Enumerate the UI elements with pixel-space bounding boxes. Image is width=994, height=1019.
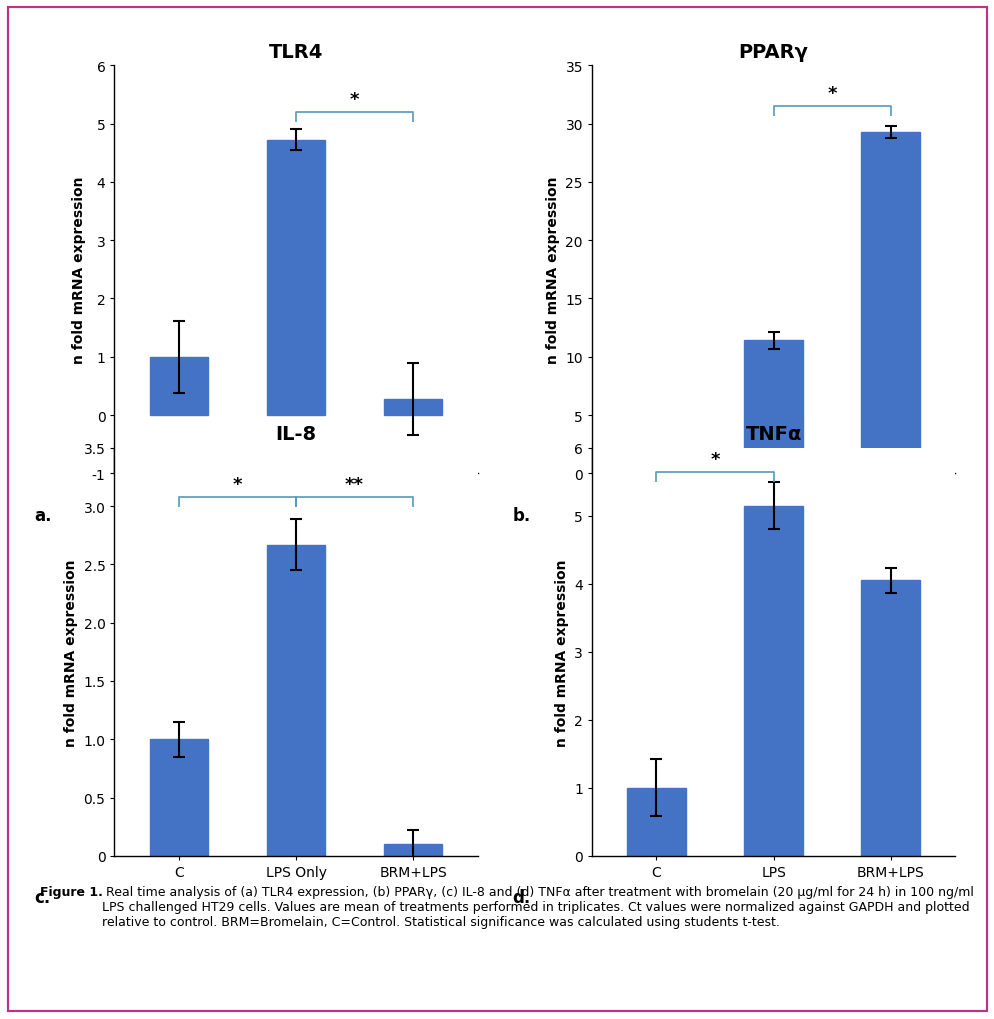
- Bar: [149, 740, 208, 856]
- Y-axis label: n fold mRNA expression: n fold mRNA expression: [64, 558, 78, 746]
- Text: Real time analysis of (a) TLR4 expression, (b) PPARγ, (c) IL-8 and (d) TNFα afte: Real time analysis of (a) TLR4 expressio…: [102, 884, 973, 928]
- Bar: [861, 581, 919, 856]
- Text: d.: d.: [512, 889, 530, 907]
- Text: *: *: [350, 91, 359, 109]
- Title: PPARγ: PPARγ: [738, 43, 808, 62]
- Bar: [626, 788, 685, 856]
- Bar: [626, 463, 685, 474]
- Text: c.: c.: [35, 889, 51, 907]
- Text: Figure 1.: Figure 1.: [40, 884, 102, 898]
- Text: a.: a.: [35, 506, 52, 525]
- Bar: [266, 545, 325, 856]
- Bar: [149, 358, 208, 416]
- Text: **: **: [345, 475, 364, 493]
- Text: *: *: [710, 450, 719, 468]
- Text: *: *: [233, 475, 242, 493]
- Y-axis label: n fold mRNA expression: n fold mRNA expression: [546, 176, 560, 364]
- Title: TLR4: TLR4: [268, 43, 323, 62]
- Y-axis label: n fold mRNA expression: n fold mRNA expression: [72, 176, 86, 364]
- Bar: [266, 141, 325, 416]
- Title: IL-8: IL-8: [275, 425, 316, 444]
- Bar: [384, 399, 442, 416]
- Bar: [861, 132, 919, 474]
- Title: TNFα: TNFα: [745, 425, 801, 444]
- Y-axis label: n fold mRNA expression: n fold mRNA expression: [554, 558, 568, 746]
- Text: b.: b.: [512, 506, 530, 525]
- Bar: [384, 845, 442, 856]
- Bar: [744, 506, 802, 856]
- Bar: [744, 341, 802, 474]
- Text: *: *: [827, 85, 836, 103]
